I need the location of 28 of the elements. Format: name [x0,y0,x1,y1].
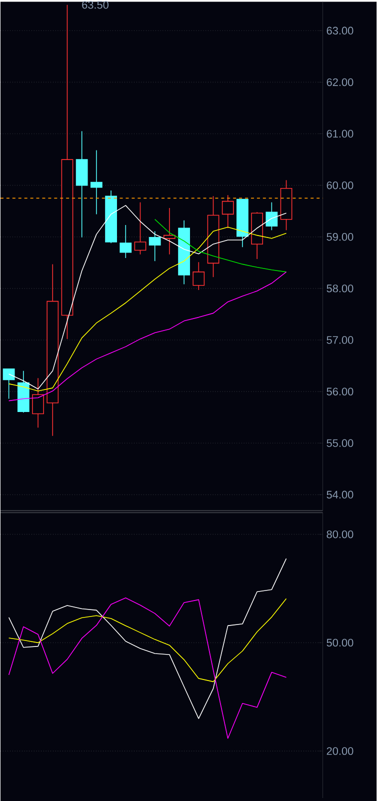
line-series [8,558,287,719]
y-tick-label: 60.00 [327,181,354,190]
candlestick [3,368,15,400]
y-tick-label: 54.00 [326,490,354,499]
y-tick-label: 80.00 [326,530,354,538]
line-series [8,598,287,682]
candlestick [120,224,132,258]
y-tick-label: 20.00 [327,747,354,755]
y-tick-label: 58.00 [326,284,354,292]
y-tick-label: 55.00 [326,439,354,447]
candlestick [32,378,44,428]
line-series [154,218,287,272]
candlestick [149,230,161,262]
candlestick [222,194,234,229]
y-tick-label: 57.00 [326,336,354,344]
annotation: 63.50 [82,1,109,9]
candlestick [266,202,278,231]
line-series [8,597,287,739]
y-tick-label: 61.00 [327,130,354,138]
y-tick-label: 59.00 [326,233,354,241]
candlestick [164,208,176,255]
candlestick [90,150,103,215]
y-tick-label: 63.00 [327,26,354,35]
y-tick-label: 62.00 [327,78,354,86]
y-tick-label: 50.00 [326,638,354,647]
candlestick [192,262,205,290]
y-tick-label: 56.00 [326,388,354,396]
candlestick [134,202,146,255]
